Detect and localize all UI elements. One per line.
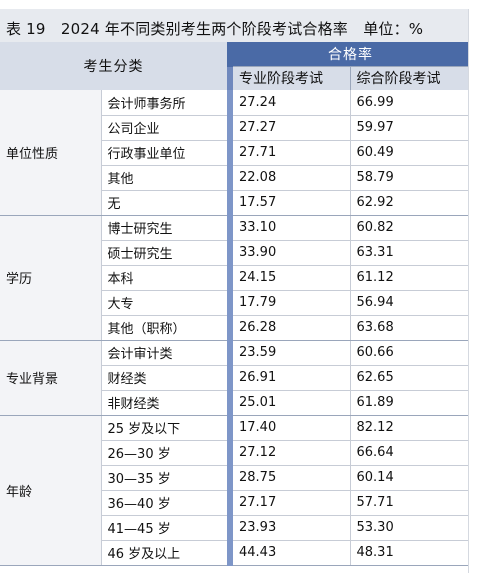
table-row: 行政事业单位 27.71 60.49 [0,140,468,166]
professional-rate-cell: 33.10 [227,215,350,241]
professional-rate-cell: 24.15 [227,265,350,291]
professional-rate-cell: 27.27 [227,115,350,141]
comprehensive-rate-cell: 60.14 [349,465,468,491]
comprehensive-rate-cell: 63.68 [349,315,468,341]
professional-rate-cell: 22.08 [227,165,350,191]
comprehensive-stage-header: 综合阶段考试 [349,65,468,90]
professional-rate-cell: 26.91 [227,365,350,391]
professional-rate-cell: 28.75 [227,465,350,491]
comprehensive-rate-cell: 66.64 [349,440,468,466]
comprehensive-rate-cell: 61.89 [349,390,468,416]
professional-rate-cell: 23.59 [227,340,350,366]
comprehensive-rate-cell: 60.82 [349,215,468,241]
comprehensive-rate-cell: 62.65 [349,365,468,391]
subcategory-cell: 大专 [100,290,230,316]
comprehensive-rate-cell: 53.30 [349,515,468,541]
comprehensive-rate-cell: 61.12 [349,265,468,291]
table-row: 硕士研究生 33.90 63.31 [0,240,468,266]
comprehensive-rate-cell: 60.66 [349,340,468,366]
subcategory-cell: 无 [100,190,230,216]
table-row: 其他（职称） 26.28 63.68 [0,315,468,341]
professional-rate-cell: 27.12 [227,440,350,466]
table-row: 30—35 岁 28.75 60.14 [0,465,468,491]
subcategory-cell: 30—35 岁 [100,465,230,491]
subcategory-cell: 36—40 岁 [100,490,230,516]
pass-rate-header: 合格率 [227,42,468,66]
comprehensive-rate-cell: 66.99 [349,90,468,116]
subcategory-cell: 非财经类 [100,390,230,416]
subcategory-cell: 其他 [100,165,230,191]
right-margin-rule [468,9,469,573]
subcategory-cell: 公司企业 [100,115,230,141]
professional-rate-cell: 33.90 [227,240,350,266]
subcategory-cell: 会计审计类 [100,340,230,366]
subcategory-cell: 41—45 岁 [100,515,230,541]
professional-rate-cell: 23.93 [227,515,350,541]
comprehensive-rate-cell: 59.97 [349,115,468,141]
table-row: 财经类 26.91 62.65 [0,365,468,391]
table-title-bar: 表 19 2024 年不同类别考生两个阶段考试合格率 单位：% [0,9,468,43]
comprehensive-rate-cell: 48.31 [349,540,468,566]
comprehensive-rate-cell: 63.31 [349,240,468,266]
professional-rate-cell: 25.01 [227,390,350,416]
subcategory-cell: 其他（职称） [100,315,230,341]
professional-rate-cell: 27.71 [227,140,350,166]
professional-rate-cell: 27.24 [227,90,350,116]
table-row: 非财经类 25.01 61.89 [0,390,468,416]
professional-stage-header: 专业阶段考试 [227,65,350,90]
professional-rate-cell: 44.43 [227,540,350,566]
table-row: 41—45 岁 23.93 53.30 [0,515,468,541]
table-row: 其他 22.08 58.79 [0,165,468,191]
subcategory-cell: 25 岁及以下 [100,415,230,441]
table-row: 专业背景 会计审计类 23.59 60.66 [0,340,468,416]
subcategory-cell: 博士研究生 [100,215,230,241]
pass-rate-table: 考生分类 合格率 专业阶段考试 综合阶段考试 单位性质 会计师事务所 27.24 66… [0,42,468,566]
group-label: 年龄 [0,415,101,566]
comprehensive-rate-cell: 58.79 [349,165,468,191]
comprehensive-rate-cell: 57.71 [349,490,468,516]
comprehensive-rate-cell: 56.94 [349,290,468,316]
group-label: 专业背景 [0,340,101,416]
professional-rate-cell: 17.79 [227,290,350,316]
group-label: 单位性质 [0,90,101,216]
professional-rate-cell: 17.40 [227,415,350,441]
subcategory-cell: 硕士研究生 [100,240,230,266]
subcategory-cell: 财经类 [100,365,230,391]
table-row: 学历 博士研究生 33.10 60.82 [0,215,468,341]
table-row: 26—30 岁 27.12 66.64 [0,440,468,466]
table-row: 本科 24.15 61.12 [0,265,468,291]
table-row: 36—40 岁 27.17 57.71 [0,490,468,516]
table-row: 单位性质 会计师事务所 27.24 66.99 [0,90,468,216]
subcategory-cell: 26—30 岁 [100,440,230,466]
comprehensive-rate-cell: 82.12 [349,415,468,441]
group-label: 学历 [0,215,101,341]
professional-rate-cell: 27.17 [227,490,350,516]
comprehensive-rate-cell: 60.49 [349,140,468,166]
subcategory-cell: 本科 [100,265,230,291]
subcategory-cell: 46 岁及以上 [100,540,230,566]
subcategory-cell: 行政事业单位 [100,140,230,166]
table-row: 大专 17.79 56.94 [0,290,468,316]
category-header: 考生分类 [0,42,230,90]
table-title: 表 19 2024 年不同类别考生两个阶段考试合格率 单位：% [6,20,424,38]
table-row: 46 岁及以上 44.43 48.31 [0,540,468,566]
table-row: 公司企业 27.27 59.97 [0,115,468,141]
table-row: 无 17.57 62.92 [0,190,468,216]
subcategory-cell: 会计师事务所 [100,90,230,116]
table-body: 单位性质 会计师事务所 27.24 66.99 公司企业 27.27 59.97 行政事业单位… [0,90,468,566]
pass-rate-table-wrapper: 考生分类 合格率 专业阶段考试 综合阶段考试 单位性质 会计师事务所 27.24 66… [0,42,468,566]
comprehensive-rate-cell: 62.92 [349,190,468,216]
professional-rate-cell: 17.57 [227,190,350,216]
table-row: 年龄 25 岁及以下 17.40 82.12 [0,415,468,566]
professional-rate-cell: 26.28 [227,315,350,341]
